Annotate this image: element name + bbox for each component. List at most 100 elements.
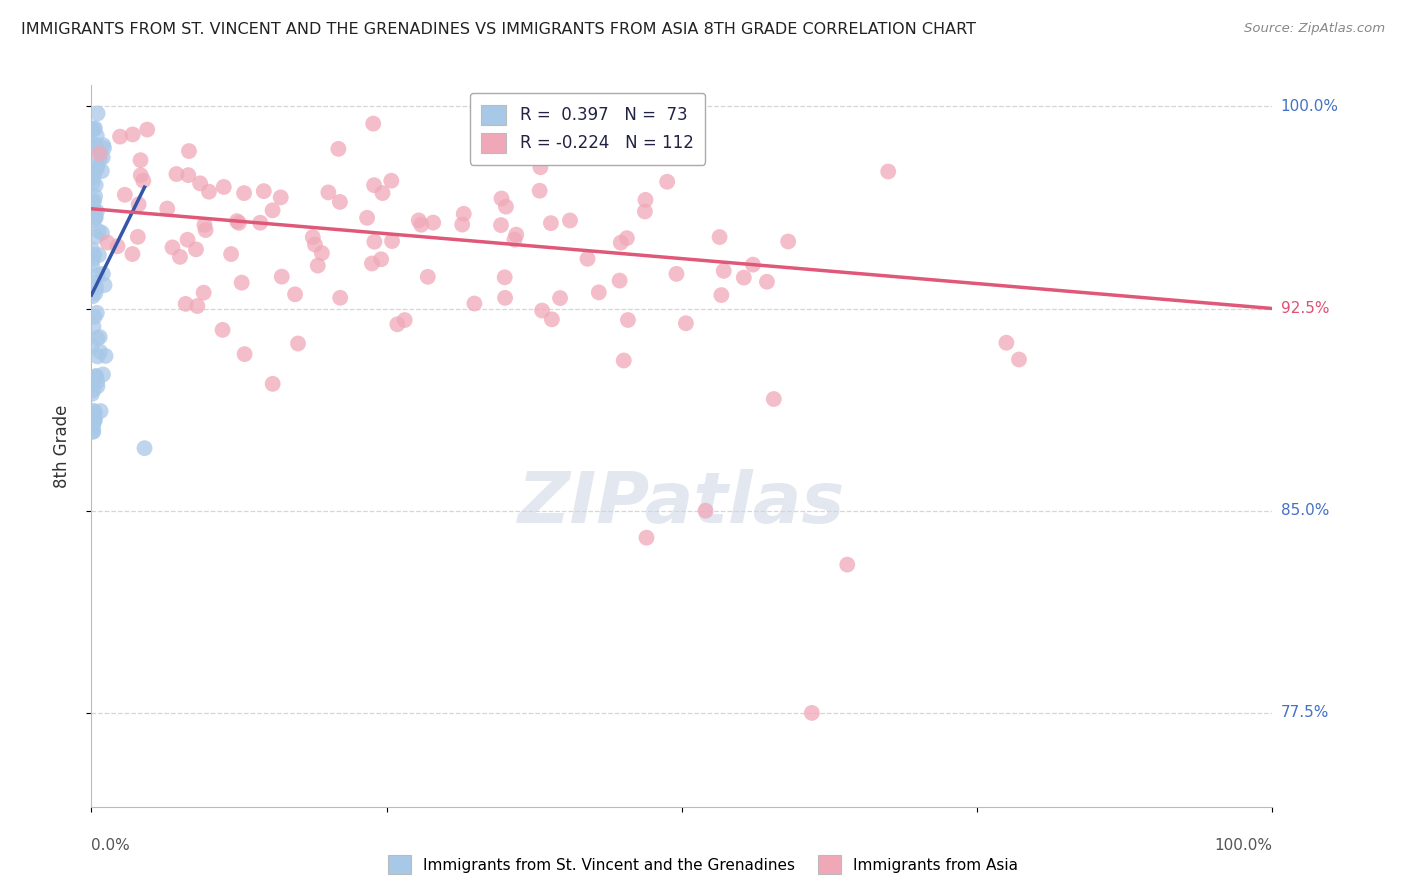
Point — [87, 268, 110, 282]
Point — [212, 180, 235, 194]
Point — [83, 276, 105, 290]
Point — [83, 310, 105, 324]
Point — [233, 186, 256, 200]
Point — [713, 264, 735, 278]
Point — [177, 168, 200, 182]
Point — [617, 313, 640, 327]
Point — [328, 142, 350, 156]
Point — [370, 252, 392, 267]
Point — [91, 267, 114, 281]
Legend: Immigrants from St. Vincent and the Grenadines, Immigrants from Asia: Immigrants from St. Vincent and the Gren… — [382, 849, 1024, 880]
Point — [83, 405, 105, 419]
Point — [287, 336, 309, 351]
Point — [89, 344, 111, 359]
Point — [83, 168, 105, 182]
Point — [86, 106, 108, 120]
Point — [253, 184, 276, 198]
Point — [82, 373, 104, 387]
Point — [177, 144, 200, 158]
Point — [114, 187, 136, 202]
Point — [233, 347, 256, 361]
Point — [494, 291, 516, 305]
Point — [226, 214, 249, 228]
Point — [129, 153, 152, 168]
Point — [82, 201, 104, 215]
Point — [381, 234, 404, 248]
Point — [529, 184, 551, 198]
Point — [108, 129, 131, 144]
Point — [489, 218, 512, 232]
Point — [80, 340, 103, 354]
Point — [121, 128, 143, 142]
Point — [733, 270, 755, 285]
Point — [136, 122, 159, 136]
Legend: R =  0.397   N =  73, R = -0.224   N = 112: R = 0.397 N = 73, R = -0.224 N = 112 — [470, 93, 706, 164]
Point — [616, 231, 638, 245]
Point — [83, 414, 105, 428]
Point — [94, 349, 117, 363]
Point — [329, 194, 352, 209]
Point — [529, 161, 551, 175]
Point — [228, 216, 250, 230]
Point — [194, 223, 217, 237]
Point — [262, 203, 284, 218]
Text: 85.0%: 85.0% — [1281, 503, 1329, 518]
Point — [82, 176, 104, 190]
Point — [188, 177, 211, 191]
Point — [80, 259, 103, 273]
Point — [86, 159, 108, 173]
Point — [80, 243, 103, 257]
Point — [463, 296, 485, 310]
Point — [91, 368, 114, 382]
Point — [80, 169, 103, 184]
Point — [198, 185, 221, 199]
Point — [82, 289, 104, 303]
Point — [609, 274, 631, 288]
Point — [82, 425, 104, 439]
Point — [84, 209, 107, 223]
Point — [408, 213, 430, 227]
Point — [576, 252, 599, 266]
Point — [634, 204, 657, 219]
Text: ZIPatlas: ZIPatlas — [519, 469, 845, 538]
Text: 100.0%: 100.0% — [1281, 99, 1339, 114]
Point — [495, 200, 517, 214]
Point — [531, 303, 554, 318]
Point — [84, 121, 107, 136]
Point — [83, 372, 105, 386]
Point — [494, 270, 516, 285]
Point — [363, 235, 385, 249]
Point — [356, 211, 378, 225]
Point — [84, 281, 107, 295]
Point — [380, 174, 402, 188]
Point — [451, 218, 474, 232]
Point — [778, 235, 800, 249]
Point — [394, 313, 416, 327]
Point — [96, 235, 118, 250]
Text: Source: ZipAtlas.com: Source: ZipAtlas.com — [1244, 22, 1385, 36]
Point — [329, 291, 352, 305]
Point — [762, 392, 785, 406]
Point — [87, 248, 110, 262]
Point — [84, 211, 107, 225]
Point — [91, 138, 114, 153]
Point — [86, 350, 108, 364]
Point — [134, 441, 156, 455]
Point — [361, 256, 384, 270]
Point — [86, 331, 108, 345]
Point — [128, 197, 150, 211]
Point — [83, 407, 105, 421]
Point — [491, 192, 513, 206]
Point — [709, 230, 731, 244]
Point — [156, 202, 179, 216]
Point — [127, 230, 149, 244]
Point — [84, 369, 107, 384]
Point — [540, 312, 562, 326]
Point — [82, 416, 104, 430]
Point — [657, 175, 679, 189]
Point — [176, 233, 198, 247]
Point — [82, 195, 104, 210]
Point — [162, 240, 184, 254]
Point — [422, 216, 444, 230]
Point — [83, 404, 105, 418]
